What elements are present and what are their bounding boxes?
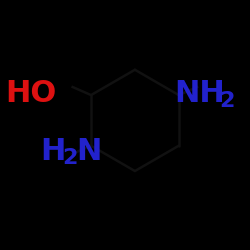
Text: N: N [76,137,102,166]
Text: HO: HO [6,80,57,108]
Text: 2: 2 [219,91,234,111]
Text: H: H [40,137,66,166]
Text: 2: 2 [62,148,78,169]
Text: NH: NH [174,80,225,108]
